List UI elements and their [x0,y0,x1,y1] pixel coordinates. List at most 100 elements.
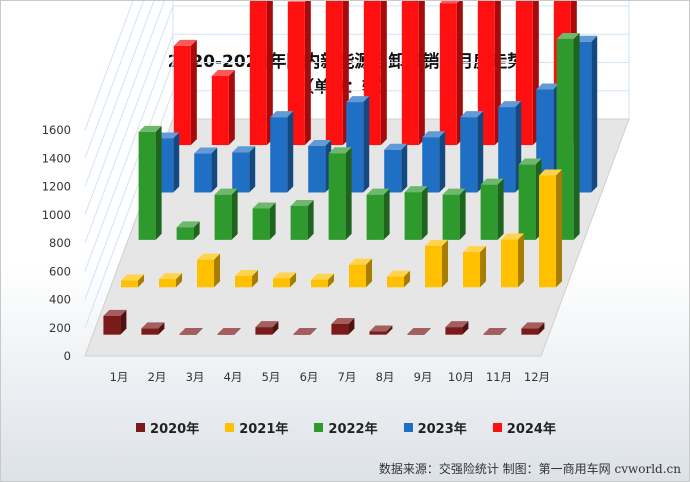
bar-side [249,146,256,193]
bar-side [231,188,238,240]
bar-2021年-7月 [349,258,373,288]
bar-2022年-9月 [442,188,466,240]
bar-side [518,233,525,288]
bar-front [103,315,121,335]
bar-top [498,101,522,108]
bar-side [328,273,335,288]
bar-front [325,1,343,146]
bar-side [383,188,390,240]
bar-front [460,117,478,193]
bar-front [404,192,422,240]
bar-2021年-11月 [501,233,525,288]
bar-side [404,270,411,288]
bar-side [386,325,393,335]
bar-side [290,272,297,288]
legend-label-2021: 2021年 [239,422,289,437]
bar-top [439,1,460,4]
x-tick-label: 3月 [186,370,205,384]
bar-side [380,1,387,146]
bar-front [179,334,197,335]
bar-front [483,334,501,335]
legend-swatch-2023 [403,423,413,432]
bar-top [211,70,235,77]
bar-2022年-7月 [366,188,390,240]
bar-front [422,137,440,193]
bar-2023年-4月 [270,111,294,193]
bar-top [366,188,390,195]
bar-top [346,96,370,103]
bar-side [556,169,563,288]
bar-side [211,147,218,193]
bar-side [173,132,180,193]
bar-top [387,270,411,277]
bar-top [331,317,355,324]
bar-top [483,328,507,335]
bar-top [179,328,203,335]
bar-side [176,273,183,288]
bar-side [266,1,273,146]
bar-side [439,131,446,193]
bar-2024年-4月 [287,1,311,146]
bar-top [556,32,580,39]
bar-2022年-1月 [138,125,162,240]
bar-front [521,328,539,335]
bar-2020年-8月 [369,325,393,335]
bar-front [442,194,460,240]
bar-2020年-7月 [331,317,355,335]
bar-top [501,233,525,240]
bar-front [407,334,425,335]
bar-side [310,328,317,335]
bar-2022年-2月 [176,221,200,240]
bar-front [249,1,267,146]
bar-top [463,246,487,253]
bar-front [311,279,329,288]
bar-2024年-1月 [173,39,197,146]
bar-2023年-5月 [308,140,332,193]
bar-2021年-3月 [197,253,221,288]
bar-side [228,70,235,146]
bar-side [234,328,241,335]
bars [103,1,598,335]
bar-2024年-5月 [325,1,349,146]
bar-front [463,252,481,288]
y-tick-label: 1600 [42,123,71,137]
bar-top [214,188,238,195]
bar-2021年-6月 [311,273,335,288]
bar-side [500,328,507,335]
bar-side [304,1,311,146]
x-tick-label: 12月 [524,370,550,384]
bar-top [138,125,162,132]
bar-side [421,186,428,240]
bar-side [573,32,580,240]
bar-2020年-1月 [103,309,127,335]
bar-top [273,272,297,279]
bar-front [138,131,156,240]
bar-side [538,322,545,335]
bar-2022年-3月 [214,188,238,240]
bar-2022年-4月 [252,202,276,240]
x-tick-label: 9月 [414,370,433,384]
bar-2020年-11月 [483,328,507,335]
bar-front [328,153,346,240]
x-tick-label: 7月 [338,370,357,384]
bar-side [287,111,294,193]
bar-side [456,1,463,146]
bar-2023年-9月 [460,111,484,193]
bar-front [384,149,402,193]
y-tick-label: 600 [49,264,71,278]
legend-item-2022: 2022年 [314,418,378,437]
bar-top [252,202,276,209]
bar-2020年-3月 [179,328,203,335]
legend-label-2020: 2020年 [150,422,200,437]
bar-2022年-6月 [328,147,352,240]
chart-legend: 2020年 2021年 2022年 2023年 2024年 [1,418,689,437]
bar-top [445,321,469,328]
bar-2022年-11月 [518,158,542,240]
bar-front [477,1,495,146]
bar-2021年-9月 [425,239,449,288]
bar-front [439,3,457,146]
legend-label-2024: 2024年 [506,422,556,437]
bar-2020年-6月 [293,328,317,335]
bar-front [255,327,273,335]
